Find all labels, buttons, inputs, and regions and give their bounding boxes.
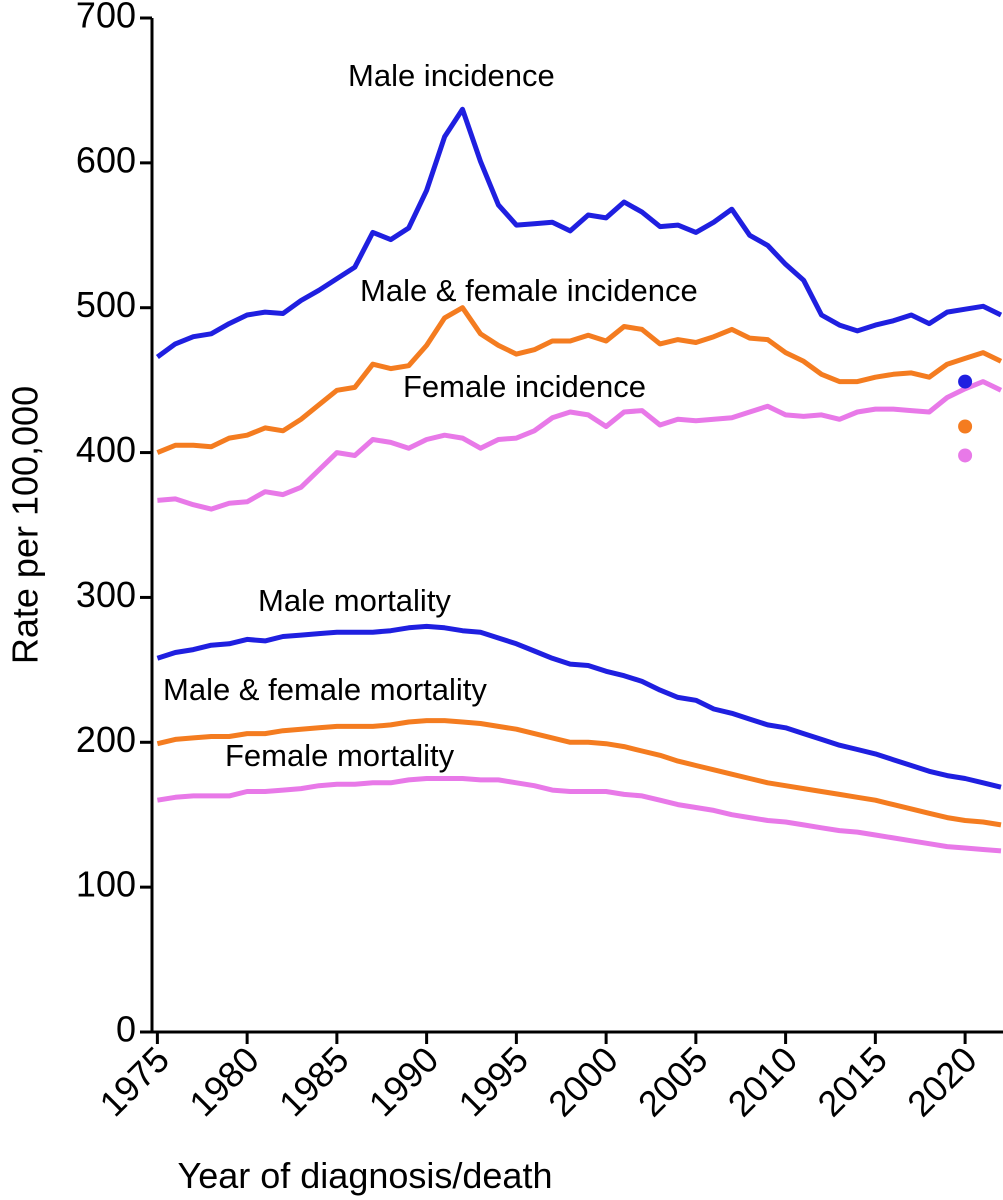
series-line [156, 718, 1002, 828]
x-tick-label: 2020 [899, 1039, 985, 1125]
x-tick-label: 1990 [361, 1039, 447, 1125]
series-label: Male mortality [258, 583, 451, 618]
y-axis-label: Rate per 100,000 [5, 386, 46, 664]
y-tick-label: 200 [76, 719, 136, 760]
y-tick-label: 400 [76, 429, 136, 470]
x-tick-label: 1980 [181, 1039, 267, 1125]
series-label: Female incidence [403, 369, 646, 404]
y-tick-label: 600 [76, 139, 136, 180]
x-tick-label: 1985 [271, 1039, 357, 1125]
series-line [156, 623, 1002, 790]
point [958, 419, 973, 434]
x-axis-label: Year of diagnosis/death [178, 1155, 553, 1196]
point [958, 374, 973, 389]
y-tick-label: 500 [76, 284, 136, 325]
series-line [157, 776, 1002, 854]
x-tick-label: 2000 [540, 1039, 626, 1125]
series-line [156, 305, 1003, 455]
x-tick-label: 1995 [450, 1039, 536, 1125]
y-tick-label: 0 [116, 1009, 136, 1050]
y-tick-label: 100 [76, 864, 136, 905]
series-line [155, 106, 1003, 360]
x-tick-label: 2005 [630, 1039, 716, 1125]
x-tick-label: 1975 [91, 1039, 177, 1125]
series-line [157, 379, 1003, 512]
series-label: Female mortality [225, 738, 455, 773]
x-tick-label: 2015 [809, 1039, 895, 1125]
x-tick-label: 2010 [720, 1039, 806, 1125]
series-label: Male & female incidence [360, 273, 698, 308]
series-label: Male & female mortality [163, 672, 487, 707]
y-tick-label: 300 [76, 574, 136, 615]
y-tick-label: 700 [76, 0, 136, 36]
series-label: Male incidence [348, 58, 555, 93]
point [958, 448, 973, 463]
